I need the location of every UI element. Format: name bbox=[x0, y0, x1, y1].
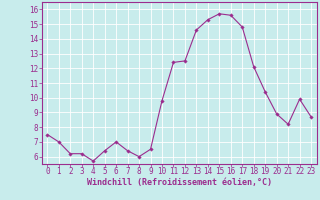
X-axis label: Windchill (Refroidissement éolien,°C): Windchill (Refroidissement éolien,°C) bbox=[87, 178, 272, 187]
